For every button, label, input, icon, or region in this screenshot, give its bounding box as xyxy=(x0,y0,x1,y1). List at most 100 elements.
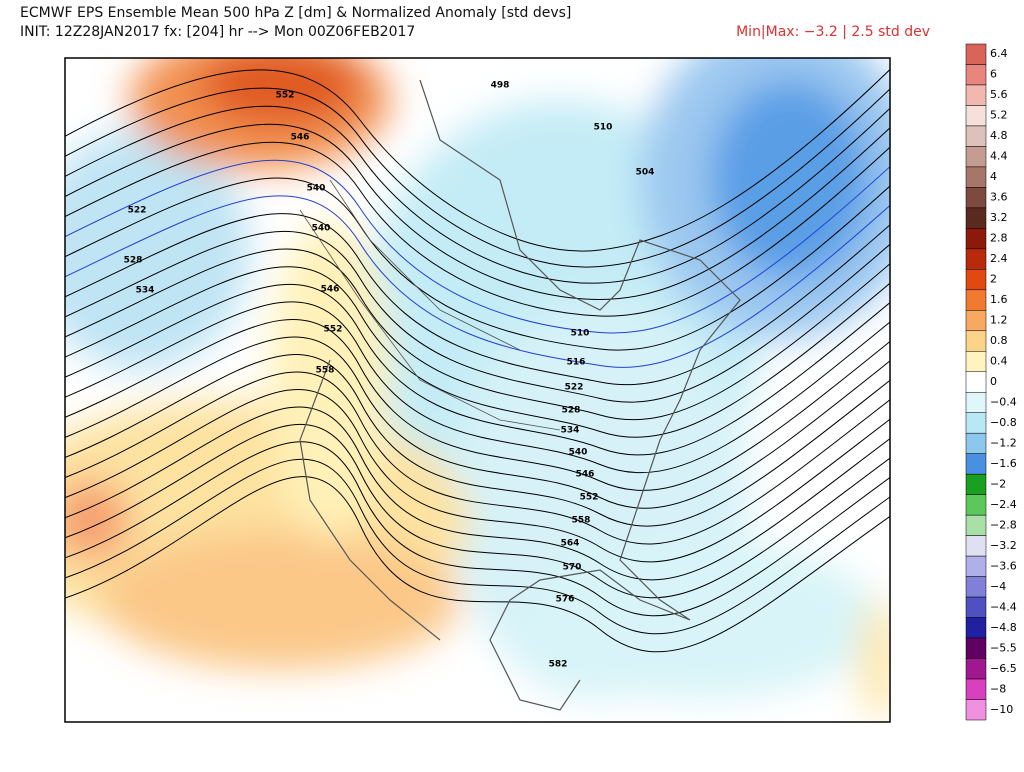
height-contour xyxy=(65,336,890,509)
contour-label: 528 xyxy=(124,256,143,266)
colorbar-swatch xyxy=(965,84,987,106)
colorbar-label: −2.4 xyxy=(990,498,1017,511)
contour-label: 516 xyxy=(567,358,586,368)
colorbar-label: −3.2 xyxy=(990,539,1017,552)
colorbar-swatch xyxy=(965,105,987,127)
contour-label: 546 xyxy=(321,285,340,295)
height-contour xyxy=(65,195,890,368)
contour-label: 552 xyxy=(580,493,599,503)
contour-label: 552 xyxy=(324,325,343,335)
contour-label: 522 xyxy=(128,206,147,216)
min-max: Min|Max: −3.2 | 2.5 std dev xyxy=(736,24,930,40)
height-contour xyxy=(65,441,890,617)
contour-label: 558 xyxy=(316,366,335,376)
colorbar-label: −10 xyxy=(990,703,1013,716)
colorbar-swatch xyxy=(965,494,987,516)
colorbar-swatch xyxy=(965,125,987,147)
colorbar-swatch xyxy=(965,699,987,721)
contour-label: 540 xyxy=(312,224,331,234)
colorbar-label: −4.4 xyxy=(990,600,1017,613)
contour-label: 558 xyxy=(572,516,591,526)
colorbar-label: −8 xyxy=(990,682,1006,695)
contour-label: 564 xyxy=(561,539,580,549)
contour-label: 546 xyxy=(576,470,595,480)
colorbar-swatch xyxy=(965,248,987,270)
colorbar-label: −4.8 xyxy=(990,621,1017,634)
colorbar-swatch xyxy=(965,391,987,413)
contour-label: 552 xyxy=(276,91,295,101)
contour-label: 570 xyxy=(563,563,582,573)
contour-label: 534 xyxy=(136,286,155,296)
colorbar-label: −5.5 xyxy=(990,641,1017,654)
colorbar-swatch xyxy=(965,535,987,557)
contour-labels: 552 546 540 522 528 534 540 546 552 558 498 510 504 5… xyxy=(124,81,655,670)
title: ECMWF EPS Ensemble Mean 500 hPa Z [dm] &… xyxy=(20,5,571,21)
colorbar-swatch xyxy=(965,371,987,393)
height-contour xyxy=(65,458,890,635)
height-contour xyxy=(65,424,890,599)
height-contour xyxy=(65,213,890,386)
colorbar-swatch xyxy=(965,617,987,639)
colorbar-label: −6.5 xyxy=(990,662,1017,675)
contour-label: 510 xyxy=(594,123,613,133)
colorbar-swatch xyxy=(965,514,987,536)
contour-label: 522 xyxy=(565,383,584,393)
colorbar-swatch xyxy=(965,555,987,577)
subtitle: INIT: 12Z28JAN2017 fx: [204] hr --> Mon … xyxy=(20,24,415,40)
height-contour xyxy=(65,248,890,421)
colorbar-swatch xyxy=(965,43,987,65)
colorbar-swatch xyxy=(965,473,987,495)
colorbar-label: −4 xyxy=(990,580,1006,593)
colorbar-label: 0 xyxy=(990,375,997,388)
height-contour xyxy=(65,354,890,527)
colorbar-swatch xyxy=(965,412,987,434)
colorbar-swatch xyxy=(965,678,987,700)
colorbar-label: 6.4 xyxy=(990,47,1008,60)
colorbar-label: −0.8 xyxy=(990,416,1017,429)
colorbar-swatch xyxy=(965,330,987,352)
colorbar-label: 5.2 xyxy=(990,109,1008,122)
contour-label: 498 xyxy=(491,81,510,91)
colorbar-label: 1.6 xyxy=(990,293,1008,306)
colorbar-label: −3.6 xyxy=(990,559,1017,572)
colorbar-swatch xyxy=(965,207,987,229)
height-contour xyxy=(65,319,890,491)
colorbar-label: 2.4 xyxy=(990,252,1008,265)
colorbar-swatch xyxy=(965,289,987,311)
height-contour xyxy=(65,123,890,301)
height-contour xyxy=(65,68,890,252)
map xyxy=(65,58,890,722)
colorbar-label: 6 xyxy=(990,68,997,81)
colorbar-swatch xyxy=(965,351,987,373)
colorbar-label: 4.8 xyxy=(990,129,1008,142)
contour-label: 540 xyxy=(569,448,588,458)
colorbar-swatch xyxy=(965,269,987,291)
height-contour xyxy=(65,87,890,268)
contour-label: 546 xyxy=(291,133,310,143)
colorbar-label: 1.2 xyxy=(990,314,1008,327)
colorbar-swatch xyxy=(965,228,987,250)
colorbar-swatch xyxy=(965,576,987,598)
colorbar-label: −1.2 xyxy=(990,436,1017,449)
colorbar-label: 0.8 xyxy=(990,334,1008,347)
colorbar-swatch xyxy=(965,596,987,618)
height-contour xyxy=(65,230,890,403)
colorbar-label: 4 xyxy=(990,170,997,183)
colorbar-label: 2 xyxy=(990,273,997,286)
contour-label: 576 xyxy=(556,595,575,605)
colorbar-swatch xyxy=(965,637,987,659)
map-frame xyxy=(64,57,891,723)
colorbar-label: −2.8 xyxy=(990,518,1017,531)
contour-label: 504 xyxy=(636,168,655,178)
colorbar-label: 3.2 xyxy=(990,211,1008,224)
colorbar-label: −2 xyxy=(990,477,1006,490)
colorbar: 6.4 6 5.6 5.2 4.8 4.4 4 3.6 3.2 2.8 2.4 2 1.6 1.2 0.8 0… xyxy=(965,43,1017,721)
colorbar-label: 3.6 xyxy=(990,191,1008,204)
colorbar-swatch xyxy=(965,146,987,168)
height-contour xyxy=(65,301,890,474)
height-contour xyxy=(65,406,890,581)
contour-label: 510 xyxy=(571,329,590,339)
height-contour xyxy=(65,177,890,351)
height-contour xyxy=(65,141,890,317)
